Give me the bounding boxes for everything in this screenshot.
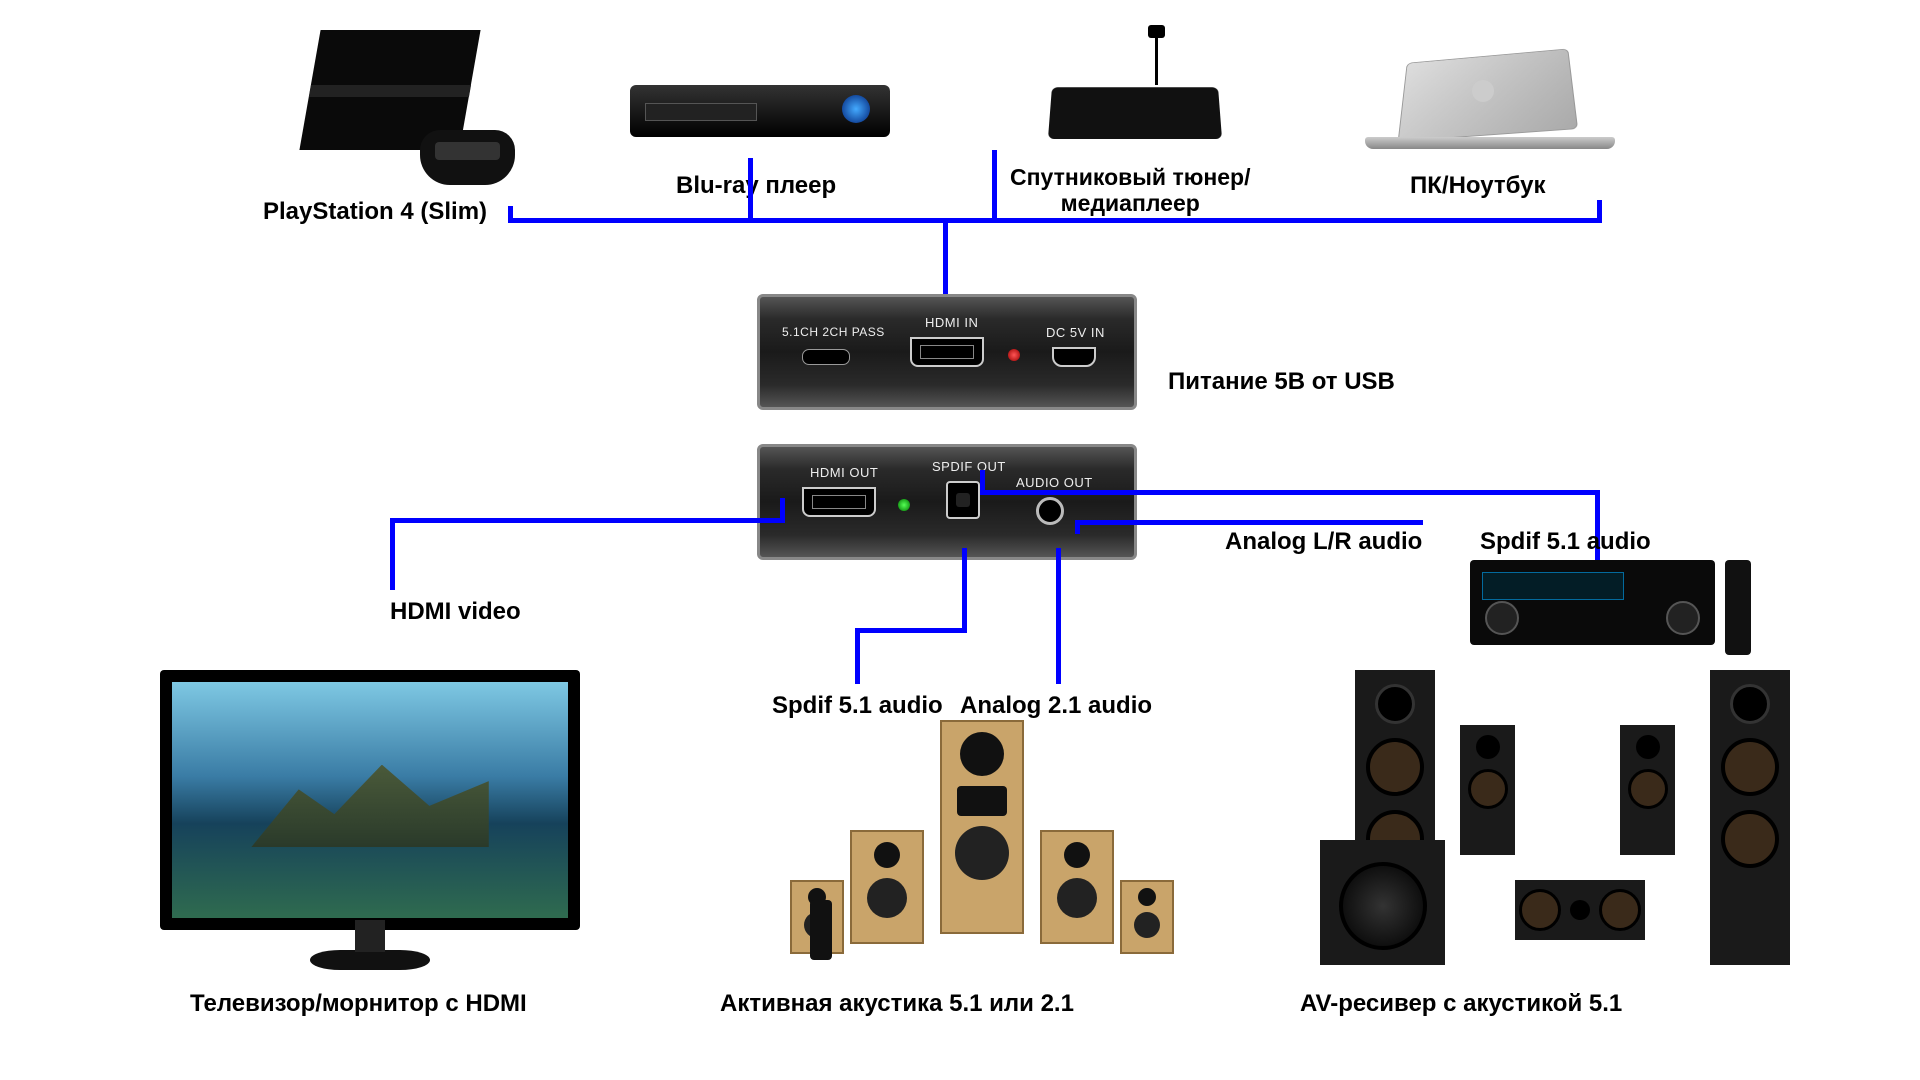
- label-analog-lr: Analog L/R audio: [1225, 528, 1422, 556]
- label-hdmi-video: HDMI video: [390, 598, 521, 626]
- wire-bluray-drop: [748, 158, 753, 223]
- wire-hdmi-out-v: [390, 518, 395, 590]
- wire-input-bus: [508, 218, 1602, 223]
- wire-ps4-stub: [508, 206, 513, 223]
- device-av-receiver: [1320, 560, 1790, 970]
- wire-hdmi-out-h: [390, 518, 785, 523]
- hdmi-out-port: [802, 487, 876, 517]
- power-led-red: [1008, 349, 1020, 361]
- wire-laptop-drop: [1597, 200, 1602, 223]
- wire-spdif-right-v0: [980, 470, 985, 490]
- port-label-switch: 5.1CH 2CH PASS: [782, 325, 885, 339]
- audio-mode-switch: [802, 349, 850, 365]
- label-analog-21: Analog 2.1 audio: [960, 692, 1152, 720]
- device-tuner: [1040, 30, 1240, 150]
- device-active-speakers: [790, 720, 1170, 970]
- port-label-hdmi-out: HDMI OUT: [810, 465, 878, 480]
- wire-spdif-left-v1: [962, 548, 967, 628]
- port-label-audio-out: AUDIO OUT: [1016, 475, 1093, 490]
- port-label-spdif-out: SPDIF OUT: [932, 459, 1006, 474]
- device-laptop: [1360, 45, 1620, 160]
- label-bluray: Blu-ray плеер: [676, 172, 836, 200]
- label-power-usb: Питание 5B от USB: [1168, 368, 1395, 396]
- wire-tuner-drop: [992, 150, 997, 223]
- wire-spdif-left-h: [855, 628, 967, 633]
- label-laptop: ПК/Ноутбук: [1410, 172, 1546, 200]
- label-tv: Телевизор/морнитор с HDMI: [190, 990, 527, 1018]
- wire-spdif-right-h: [980, 490, 1600, 495]
- dc-5v-port: [1052, 347, 1096, 367]
- label-spdif-left: Spdif 5.1 audio: [772, 692, 943, 720]
- wire-hdmi-out-stub: [780, 498, 785, 523]
- label-spdif-right: Spdif 5.1 audio: [1480, 528, 1651, 556]
- wire-analog21-v: [1056, 548, 1061, 684]
- device-tv: [160, 670, 580, 970]
- wire-spdif-left-v2: [855, 628, 860, 684]
- device-ps4: [290, 30, 520, 185]
- wire-analog-lr-h: [1075, 520, 1423, 525]
- label-tuner: Спутниковый тюнер/ медиаплеер: [1010, 164, 1250, 217]
- audio-out-jack: [1036, 497, 1064, 525]
- label-active-speakers: Активная акустика 5.1 или 2.1: [720, 990, 1074, 1018]
- device-bluray: [630, 85, 890, 155]
- label-av-receiver: AV-ресивер с акустикой 5.1: [1300, 990, 1622, 1018]
- extractor-top-panel: 5.1CH 2CH PASS HDMI IN DC 5V IN: [757, 294, 1137, 410]
- label-ps4: PlayStation 4 (Slim): [263, 198, 487, 226]
- signal-led-green: [898, 499, 910, 511]
- port-label-hdmi-in: HDMI IN: [925, 315, 978, 330]
- port-label-dc: DC 5V IN: [1046, 325, 1105, 340]
- spdif-out-port: [946, 481, 980, 519]
- hdmi-in-port: [910, 337, 984, 367]
- extractor-bottom-panel: HDMI OUT SPDIF OUT AUDIO OUT: [757, 444, 1137, 560]
- wire-analog-lr-stub: [1075, 520, 1080, 534]
